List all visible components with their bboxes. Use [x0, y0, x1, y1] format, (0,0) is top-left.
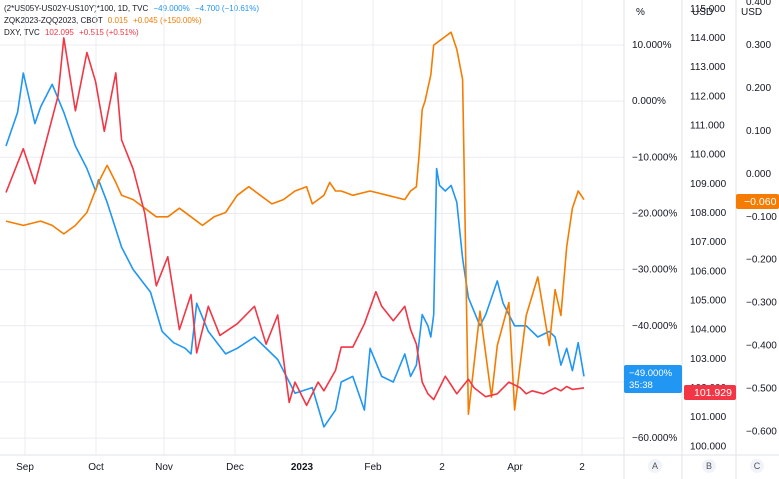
legend-row-dxy[interactable]: DXY, TVC 102.095 +0.515 (+0.51%) — [4, 27, 259, 39]
legend-change: +0.515 (+0.51%) — [79, 28, 139, 37]
axis-b-tick-label: 112.000 — [690, 91, 726, 102]
axis-a-tick-label: −20.000% — [632, 208, 677, 219]
axis-c-tick-label: 0.400 — [746, 0, 771, 8]
axis-c-tick-label: −0.600 — [746, 426, 777, 437]
price-tags: −49.000% 35:38 101.929 −0.060 — [624, 194, 779, 400]
legend-row-zq[interactable]: ZQK2023-ZQQ2023, CBOT 0.015 +0.045 (+150… — [4, 15, 259, 27]
scale-c-button-label: C — [754, 461, 761, 471]
x-tick-label: Sep — [16, 462, 34, 473]
axis-a-tick-label: 10.000% — [632, 40, 672, 51]
axis-b-tick-label: 114.000 — [690, 33, 726, 44]
x-tick-label: Oct — [88, 462, 104, 473]
axis-c-tick-label: −0.200 — [746, 255, 777, 266]
series-lines — [5, 31, 585, 428]
legend-change: −4.700 (−10.61%) — [194, 4, 260, 13]
scale-c-header: USD — [741, 7, 762, 18]
axis-a-tick-label: −40.000% — [632, 321, 677, 332]
axis-b-tick-label: 110.000 — [690, 150, 726, 161]
axis-c-tick-label: 0.000 — [746, 169, 771, 180]
scale-buttons: A B C — [648, 459, 764, 473]
x-tick-label: Feb — [364, 462, 382, 473]
blue-price-tag — [624, 365, 682, 393]
orange-price-value: −0.060 — [744, 196, 777, 208]
blue-countdown: 35:38 — [629, 380, 653, 391]
legend-symbol: DXY, TVC — [4, 28, 40, 37]
axis-a-tick-label: 0.000% — [632, 96, 666, 107]
blue-price-value: −49.000% — [629, 368, 673, 379]
axis-b-tick-label: 100.000 — [690, 441, 727, 452]
axis-c-tick-label: 0.200 — [746, 83, 771, 94]
axis-b-tick-label: 111.000 — [690, 120, 725, 131]
series-line-zq — [5, 31, 585, 416]
axis-b-tick-label: 115.000 — [690, 4, 726, 15]
scale-b-button[interactable] — [702, 459, 716, 473]
axis-c-tick-label: −0.400 — [746, 341, 777, 352]
scale-a-header: % — [636, 7, 645, 18]
x-tick-label: 2023 — [291, 462, 314, 473]
axis-b-tick-label: 108.000 — [690, 208, 727, 219]
series-line-spread — [5, 72, 585, 428]
legend-change: +0.045 (+150.00%) — [133, 16, 202, 25]
x-tick-label: Nov — [155, 462, 173, 473]
orange-price-tag — [736, 194, 779, 209]
legend-symbol: ZQK2023-ZQQ2023, CBOT — [4, 16, 103, 25]
axis-b-tick-label: 113.000 — [690, 62, 726, 73]
axis-a-tick-label: −10.000% — [632, 152, 677, 163]
axis-a-tick-label: −30.000% — [632, 265, 677, 276]
axis-b-tick-label: 106.000 — [690, 266, 727, 277]
grid-lines — [0, 0, 624, 455]
scale-a-button[interactable] — [648, 459, 662, 473]
axis-a-tick-label: −60.000% — [632, 433, 677, 444]
axis-c-tick-label: −0.100 — [746, 212, 777, 223]
axis-b-tick-label: 104.000 — [690, 325, 727, 336]
scale-c-button[interactable] — [750, 459, 764, 473]
x-tick-label: 2 — [439, 462, 445, 473]
scale-b-button-label: B — [706, 461, 712, 471]
axis-c-tick-label: −0.300 — [746, 298, 777, 309]
scale-a-button-label: A — [652, 461, 658, 471]
scale-b-header: USD — [692, 7, 713, 18]
axis-c-tick-label: −0.500 — [746, 383, 777, 394]
red-price-tag — [684, 385, 736, 400]
legend-value: −49.000% — [153, 4, 190, 13]
x-tick-label: Dec — [226, 462, 244, 473]
legend-value: 0.015 — [107, 16, 128, 25]
axis-b-tick-label: 109.000 — [690, 179, 727, 190]
axis-b-tick-label: 101.000 — [690, 412, 727, 423]
x-tick-label: 2 — [579, 462, 585, 473]
red-price-value: 101.929 — [694, 387, 732, 399]
legend-row-spread[interactable]: (2*US05Y-US02Y-US10Y)*100, 1D, TVC −49.0… — [4, 3, 259, 15]
chart-legend: (2*US05Y-US02Y-US10Y)*100, 1D, TVC −49.0… — [4, 3, 259, 39]
axis-b-tick-label: 103.000 — [690, 354, 727, 365]
axis-b-tick-label: 105.000 — [690, 295, 727, 306]
axis-b-tick-label: 107.000 — [690, 237, 727, 248]
legend-symbol: (2*US05Y-US02Y-US10Y)*100, 1D, TVC — [4, 4, 149, 13]
legend-value: 102.095 — [44, 28, 74, 37]
axis-c-tick-label: 0.100 — [746, 126, 771, 137]
axis-c-tick-label: 0.300 — [746, 40, 771, 51]
series-line-dxy — [5, 37, 585, 407]
x-tick-label: Apr — [507, 462, 523, 473]
